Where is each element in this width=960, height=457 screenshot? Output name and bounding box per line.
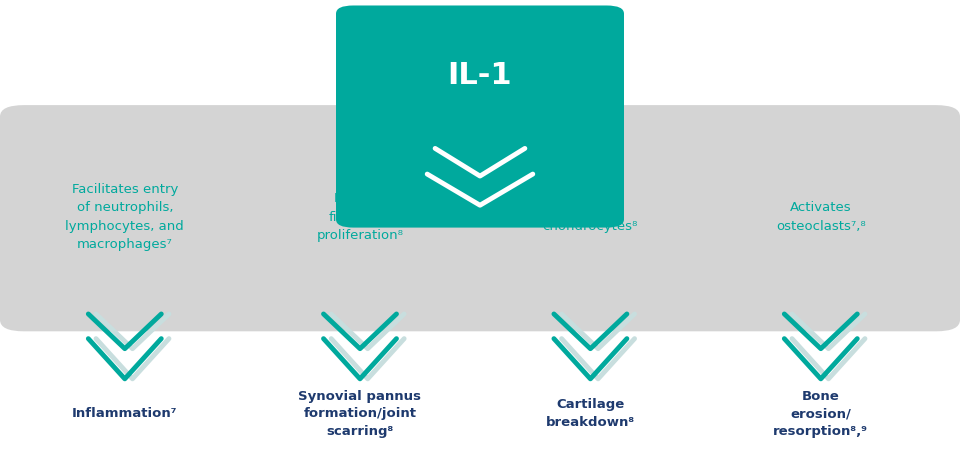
Text: Inflammation⁷: Inflammation⁷ — [72, 407, 178, 420]
Text: IL-1: IL-1 — [447, 61, 513, 90]
FancyBboxPatch shape — [336, 5, 624, 228]
Text: Activates
osteoclasts⁷,⁸: Activates osteoclasts⁷,⁸ — [776, 202, 866, 233]
Text: Cartilage
breakdown⁸: Cartilage breakdown⁸ — [546, 399, 635, 429]
Text: Bone
erosion/
resorption⁸,⁹: Bone erosion/ resorption⁸,⁹ — [774, 389, 868, 438]
Text: Facilitates entry
of neutrophils,
lymphocytes, and
macrophages⁷: Facilitates entry of neutrophils, lympho… — [65, 183, 184, 251]
Text: Synovial pannus
formation/joint
scarring⁸: Synovial pannus formation/joint scarring… — [299, 389, 421, 438]
Text: Induces
fibroblast
proliferation⁸: Induces fibroblast proliferation⁸ — [317, 192, 403, 242]
FancyBboxPatch shape — [0, 105, 960, 331]
Text: Activates
chondrocytes⁸: Activates chondrocytes⁸ — [542, 202, 638, 233]
